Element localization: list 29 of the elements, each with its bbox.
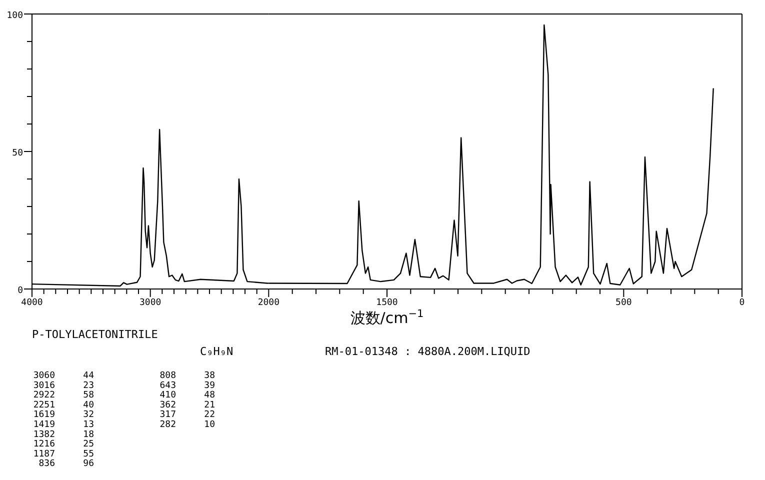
text: 1216 25 xyxy=(33,440,94,450)
text: 3016 23 xyxy=(33,380,94,391)
text: 836 96 xyxy=(38,459,94,470)
text: 3060 44 xyxy=(33,371,94,381)
x-tick-label: 500 xyxy=(616,298,632,308)
text: 2251 40 xyxy=(33,400,94,410)
text: C₉H₉N xyxy=(200,345,234,358)
text: 808 38 xyxy=(160,371,215,381)
text: 410 48 xyxy=(160,390,215,401)
y-tick-label: 50 xyxy=(12,148,23,158)
y-tick-label: 100 xyxy=(6,11,23,21)
x-axis-title: 波数/cm$^{−1}$ xyxy=(350,308,424,327)
x-tick-label: 0 xyxy=(739,298,745,308)
text: RM-01-01348 : 4880A.200M.LIQUID xyxy=(325,345,530,358)
y-tick-label: 0 xyxy=(18,286,23,296)
text: P-TOLYLACETONITRILE xyxy=(32,328,158,341)
text: 643 39 xyxy=(160,380,215,391)
text: 1619 32 xyxy=(33,410,94,420)
x-tick-label: 3000 xyxy=(139,298,162,308)
x-tick-label: 1500 xyxy=(376,298,398,308)
text: 362 21 xyxy=(160,400,215,410)
x-tick-label: 4000 xyxy=(21,298,43,308)
text: 1187 55 xyxy=(33,449,94,460)
text: 317 22 xyxy=(160,410,215,420)
text: 1419 13 xyxy=(33,420,94,430)
text: 282 10 xyxy=(160,420,215,430)
x-tick-label: 2000 xyxy=(258,298,280,308)
text: 2922 58 xyxy=(33,390,94,401)
text: 1382 18 xyxy=(33,430,94,440)
